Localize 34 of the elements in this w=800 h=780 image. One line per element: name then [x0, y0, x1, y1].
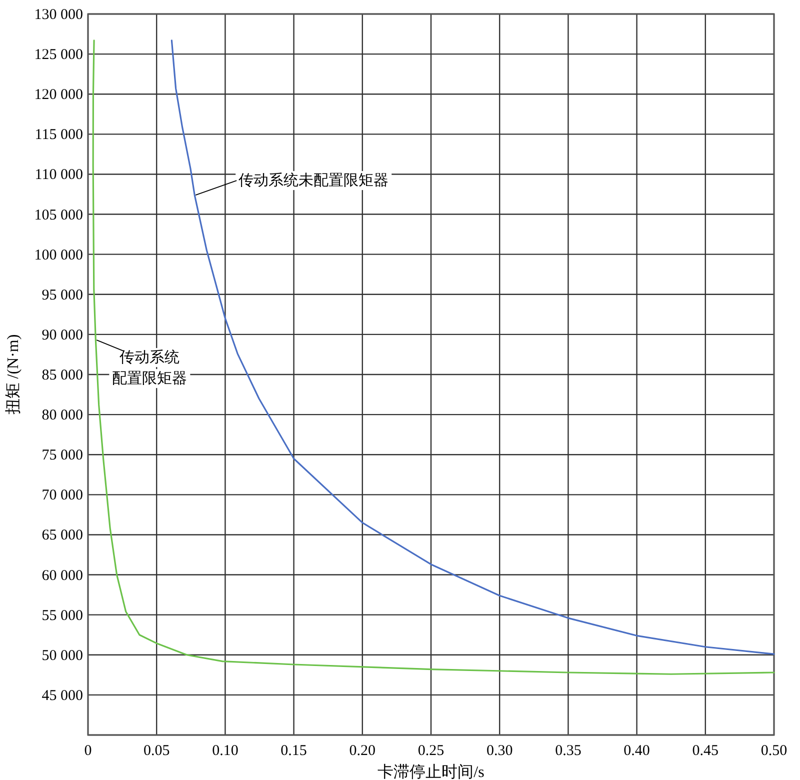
y-tick-label: 125 000 [34, 47, 83, 64]
annotation: 传动系统 [120, 349, 180, 366]
x-tick-label: 0 [84, 743, 92, 759]
annotation: 配置限矩器 [112, 370, 188, 388]
y-tick-label: 50 000 [42, 648, 83, 664]
y-tick-label: 90 000 [42, 327, 83, 344]
y-tick-label: 100 000 [34, 247, 83, 264]
y-tick-label: 105 000 [34, 207, 83, 224]
x-tick-label: 0.15 [280, 743, 307, 759]
x-tick-label: 0.45 [692, 743, 719, 759]
y-axis-title: 扭矩 /(N·m) [5, 334, 22, 415]
x-tick-label: 0.05 [143, 743, 170, 759]
y-tick-label: 55 000 [42, 608, 83, 624]
x-tick-label: 0.20 [349, 743, 376, 759]
y-tick-label: 80 000 [42, 408, 83, 424]
y-tick-label: 120 000 [34, 87, 83, 104]
x-tick-label: 0.30 [486, 743, 513, 759]
x-tick-label: 0.10 [212, 743, 238, 759]
x-axis-title: 卡滞停止时间/s [378, 763, 484, 780]
y-tick-label: 65 000 [42, 528, 83, 544]
y-tick-label: 95 000 [42, 287, 83, 304]
y-tick-label: 115 000 [34, 127, 83, 144]
y-tick-label: 130 000 [34, 7, 83, 23]
annotation: 传动系统未配置限矩器 [238, 172, 389, 190]
y-tick-label: 75 000 [42, 448, 83, 464]
x-tick-label: 0.35 [555, 743, 582, 759]
y-tick-label: 70 000 [42, 488, 83, 504]
y-tick-label: 60 000 [42, 568, 83, 584]
x-tick-label: 0.50 [760, 743, 788, 759]
y-tick-label: 85 000 [42, 368, 83, 384]
x-tick-label: 0.25 [418, 743, 444, 759]
y-tick-label: 110 000 [34, 167, 83, 184]
x-tick-label: 0.40 [624, 743, 650, 759]
y-tick-label: 45 000 [42, 688, 83, 704]
